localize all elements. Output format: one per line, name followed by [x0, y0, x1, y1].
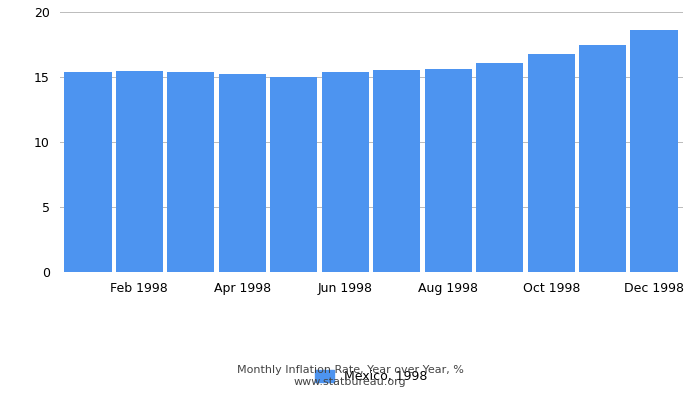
Bar — [476, 63, 524, 272]
Bar — [424, 69, 472, 272]
Legend: Mexico, 1998: Mexico, 1998 — [315, 370, 427, 383]
Bar — [218, 74, 266, 272]
Bar — [528, 54, 575, 272]
Bar — [270, 77, 318, 272]
Bar — [321, 72, 369, 272]
Bar — [64, 72, 111, 272]
Bar — [116, 71, 163, 272]
Bar — [631, 30, 678, 272]
Bar — [167, 72, 214, 272]
Text: www.statbureau.org: www.statbureau.org — [294, 377, 406, 387]
Text: Monthly Inflation Rate, Year over Year, %: Monthly Inflation Rate, Year over Year, … — [237, 365, 463, 375]
Bar — [373, 70, 421, 272]
Bar — [579, 44, 626, 272]
